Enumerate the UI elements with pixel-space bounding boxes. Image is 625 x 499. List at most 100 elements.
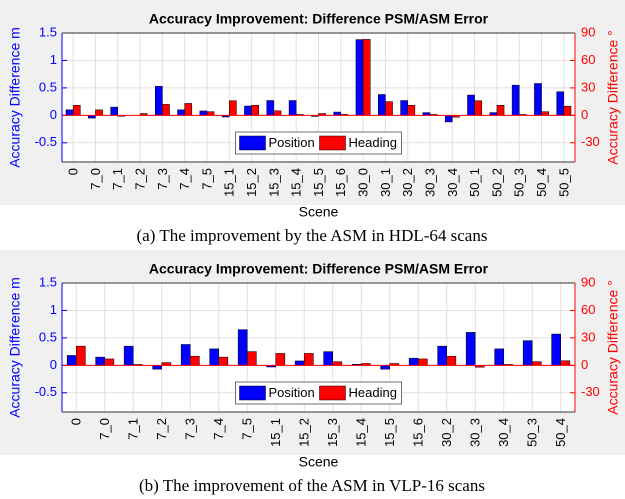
- bar: [273, 110, 282, 116]
- y-tick-label: -0.5: [35, 384, 57, 399]
- bar: [355, 39, 364, 116]
- y-tick-label: 0.5: [39, 79, 57, 94]
- x-tick-label: 7_5: [199, 168, 214, 190]
- bar: [541, 111, 549, 116]
- bar: [206, 111, 215, 116]
- x-tick-label: 15_4: [289, 168, 304, 197]
- bar: [323, 351, 334, 366]
- x-tick-label: 30_4: [496, 418, 511, 447]
- x-tick-label: 7_5: [240, 418, 255, 440]
- y-tick-label: 0: [50, 357, 57, 372]
- legend-swatch: [319, 135, 346, 151]
- x-tick-label: 15_3: [325, 418, 340, 447]
- y-tick-label: -0.5: [35, 134, 57, 149]
- x-tick-label: 50_2: [489, 168, 504, 197]
- x-tick-label: 50_1: [467, 168, 482, 197]
- bar: [551, 333, 562, 366]
- bar: [244, 105, 252, 116]
- y2-tick-label: 90: [581, 274, 595, 289]
- legend-box: [235, 131, 402, 155]
- x-axis-label: Scene: [299, 204, 339, 220]
- x-tick-label: 15_5: [382, 418, 397, 447]
- legend-box: [235, 381, 402, 405]
- y-tick-label: 1: [50, 302, 57, 317]
- bar: [532, 361, 542, 366]
- x-tick-label: 15_1: [268, 418, 283, 447]
- bar: [304, 353, 314, 366]
- x-tick-label: 50_5: [556, 168, 571, 197]
- caption: (a) The improvement by the ASM in HDL-64…: [137, 226, 488, 245]
- bar: [65, 109, 74, 116]
- y-tick-label: 1: [50, 52, 57, 67]
- y2-tick-label: 30: [581, 329, 595, 344]
- bar: [123, 345, 134, 366]
- bar: [275, 353, 286, 366]
- x-tick-label: 50_3: [525, 418, 540, 447]
- legend-label: Heading: [349, 385, 397, 400]
- x-tick-label: 15_6: [411, 418, 426, 447]
- legend-label: Heading: [349, 135, 397, 150]
- x-tick-label: 30_3: [468, 418, 483, 447]
- bar: [110, 106, 119, 116]
- legend-label: Position: [269, 385, 315, 400]
- bar: [229, 100, 237, 116]
- bar: [332, 361, 343, 366]
- y2-tick-label: 60: [581, 52, 595, 67]
- x-tick-label: 7_1: [110, 168, 125, 190]
- x-tick-label: 7_0: [97, 418, 112, 440]
- bar: [474, 100, 483, 116]
- bar: [104, 358, 115, 366]
- y-tick-label: 0: [50, 107, 57, 122]
- x-tick-label: 7_1: [126, 418, 141, 440]
- y-axis-label: Accuracy Difference m: [7, 277, 23, 418]
- x-tick-label: 15_4: [354, 418, 369, 447]
- bar: [251, 105, 259, 116]
- bar: [218, 356, 229, 366]
- panel: -0.5 0 0.5 1 1.5 -30 0 30 60 90 0 7_0 7_1 7_2 7_3 7_4 7_…: [0, 0, 625, 245]
- y2-tick-label: -30: [581, 134, 600, 149]
- x-tick-label: 30_1: [378, 168, 393, 197]
- bar: [494, 348, 505, 366]
- bar: [237, 329, 248, 366]
- bar: [294, 360, 305, 366]
- bar: [95, 109, 103, 116]
- bar: [66, 355, 77, 366]
- bar: [446, 355, 457, 366]
- legend-swatch: [239, 385, 266, 401]
- bar: [400, 100, 408, 116]
- bar: [177, 109, 185, 116]
- bar: [266, 100, 275, 116]
- y2-axis-label: Accuracy Difference °: [605, 280, 621, 415]
- x-tick-label: 30_4: [445, 168, 460, 197]
- bar: [288, 100, 297, 116]
- caption: (b) The improvement of the ASM in VLP-16…: [139, 476, 485, 495]
- bar: [418, 358, 428, 366]
- x-tick-label: 30_2: [400, 168, 415, 197]
- bar: [556, 91, 565, 116]
- bar: [95, 356, 105, 366]
- legend-label: Position: [269, 135, 315, 150]
- y2-tick-label: 0: [581, 357, 588, 372]
- x-tick-label: 7_3: [183, 418, 198, 440]
- x-tick-label: 30_3: [422, 168, 437, 197]
- x-tick-label: 15_1: [222, 168, 237, 197]
- x-tick-label: 7_2: [133, 168, 148, 190]
- x-tick-label: 30_2: [439, 418, 454, 447]
- bar: [199, 110, 208, 116]
- panel: -0.5 0 0.5 1 1.5 -30 0 30 60 90 0 7_0 7_1 7_2 7_3 7_4 7_…: [0, 250, 625, 495]
- x-tick-label: 50_4: [553, 418, 568, 447]
- y2-tick-label: 30: [581, 79, 595, 94]
- bar: [560, 360, 571, 366]
- bar: [437, 345, 448, 366]
- bar: [362, 39, 371, 116]
- y2-tick-label: 90: [581, 24, 595, 39]
- bar: [444, 115, 453, 123]
- x-tick-label: 0: [69, 418, 84, 425]
- x-tick-label: 7_3: [155, 168, 170, 190]
- bar: [465, 332, 476, 366]
- bar: [76, 345, 86, 366]
- x-tick-label: 30_0: [356, 168, 371, 197]
- y-axis-label: Accuracy Difference m: [7, 27, 23, 168]
- bar: [184, 103, 193, 116]
